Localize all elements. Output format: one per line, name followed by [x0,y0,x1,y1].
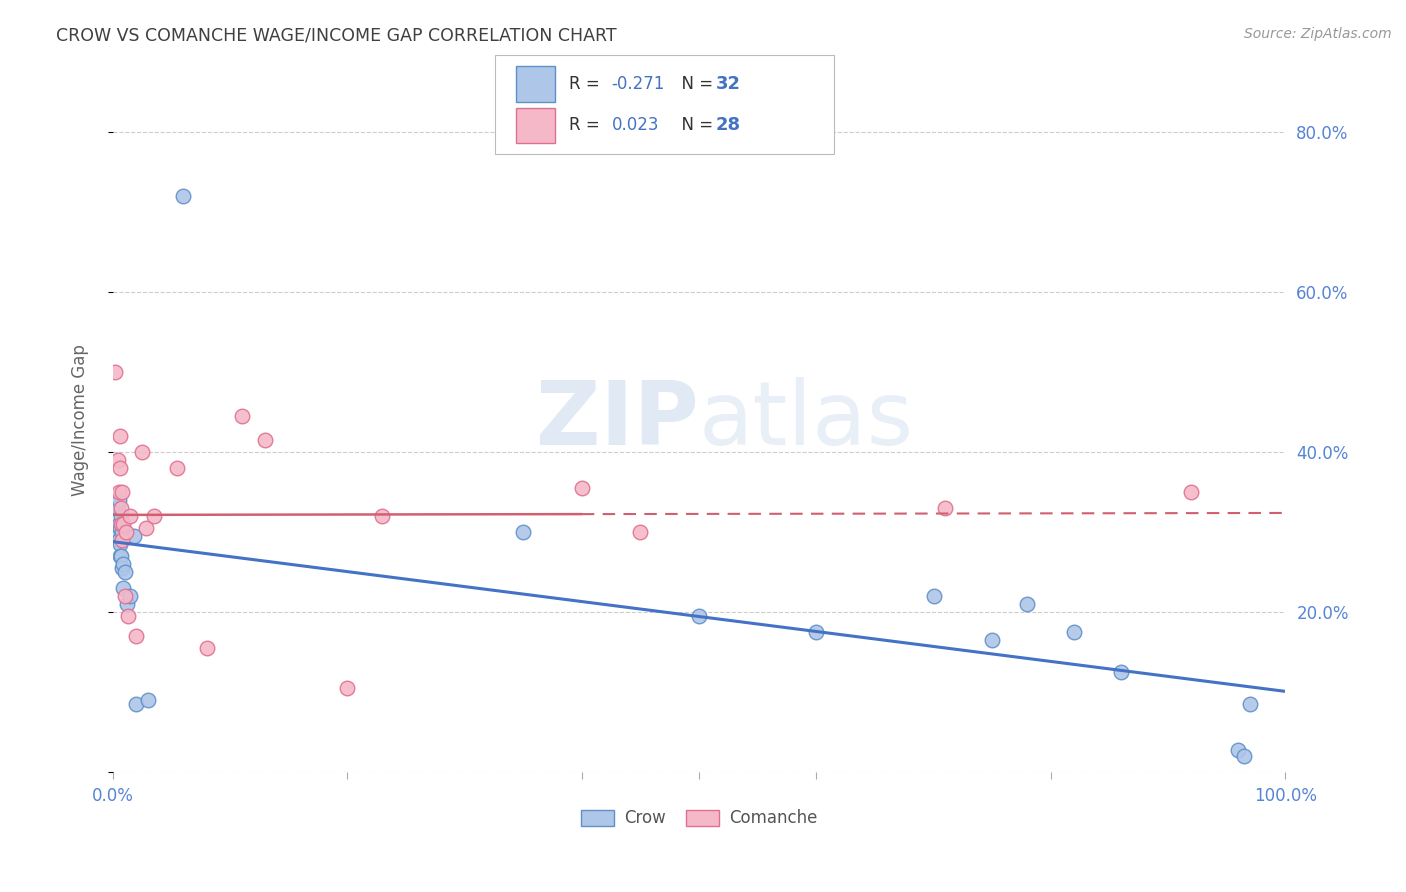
Point [231,409,253,424]
Point [107,501,129,516]
Point [172,189,194,203]
Point [120,589,142,603]
Point [136,693,159,707]
Text: CROW VS COMANCHE WAGE/INCOME GAP CORRELATION CHART: CROW VS COMANCHE WAGE/INCOME GAP CORRELA… [56,27,617,45]
Point [111,525,134,540]
Point [125,697,148,711]
Point [107,533,129,548]
Point [166,461,188,475]
Point [254,434,277,448]
Point [110,501,132,516]
Point [104,365,127,379]
Y-axis label: Wage/Income Gap: Wage/Income Gap [72,344,89,496]
Point [110,517,132,532]
Point [114,525,136,540]
Point [114,589,136,603]
Point [142,509,165,524]
Point [1109,665,1132,679]
Point [1017,597,1039,611]
Point [195,641,218,656]
Text: Source: ZipAtlas.com: Source: ZipAtlas.com [1244,27,1392,41]
Text: 32: 32 [716,75,741,93]
Text: R =: R = [569,75,606,93]
Point [112,517,135,532]
Text: ZIP: ZIP [536,376,699,464]
Legend: Crow, Comanche: Crow, Comanche [574,803,824,834]
Point [512,525,534,540]
Point [108,429,131,443]
Point [1063,625,1085,640]
Point [934,501,956,516]
Text: N =: N = [671,75,718,93]
Point [135,521,157,535]
Point [107,453,129,467]
Point [108,549,131,564]
Point [688,609,710,624]
Point [336,681,359,695]
Point [571,481,593,495]
Point [1227,742,1250,756]
Point [125,629,148,643]
Point [108,537,131,551]
Point [111,485,134,500]
Point [108,521,131,535]
Text: 0.023: 0.023 [612,117,659,135]
Point [120,509,142,524]
Point [115,597,138,611]
Point [981,633,1004,648]
Point [112,581,135,595]
Point [922,589,945,603]
Text: N =: N = [671,117,718,135]
Point [107,493,129,508]
Point [1233,749,1256,764]
Point [806,625,828,640]
Point [107,485,129,500]
Point [114,565,136,579]
Point [107,517,129,532]
Point [110,509,132,524]
Point [1239,697,1261,711]
Point [628,525,651,540]
Point [117,609,139,624]
Text: R =: R = [569,117,606,135]
Point [108,461,131,475]
Text: atlas: atlas [699,376,914,464]
Point [112,557,135,571]
Text: 28: 28 [716,117,741,135]
Point [111,561,134,575]
Point [111,533,134,548]
Text: -0.271: -0.271 [612,75,665,93]
Point [122,529,145,543]
Point [1180,485,1202,500]
Point [110,549,132,564]
Point [371,509,394,524]
Point [107,529,129,543]
Point [131,445,153,459]
